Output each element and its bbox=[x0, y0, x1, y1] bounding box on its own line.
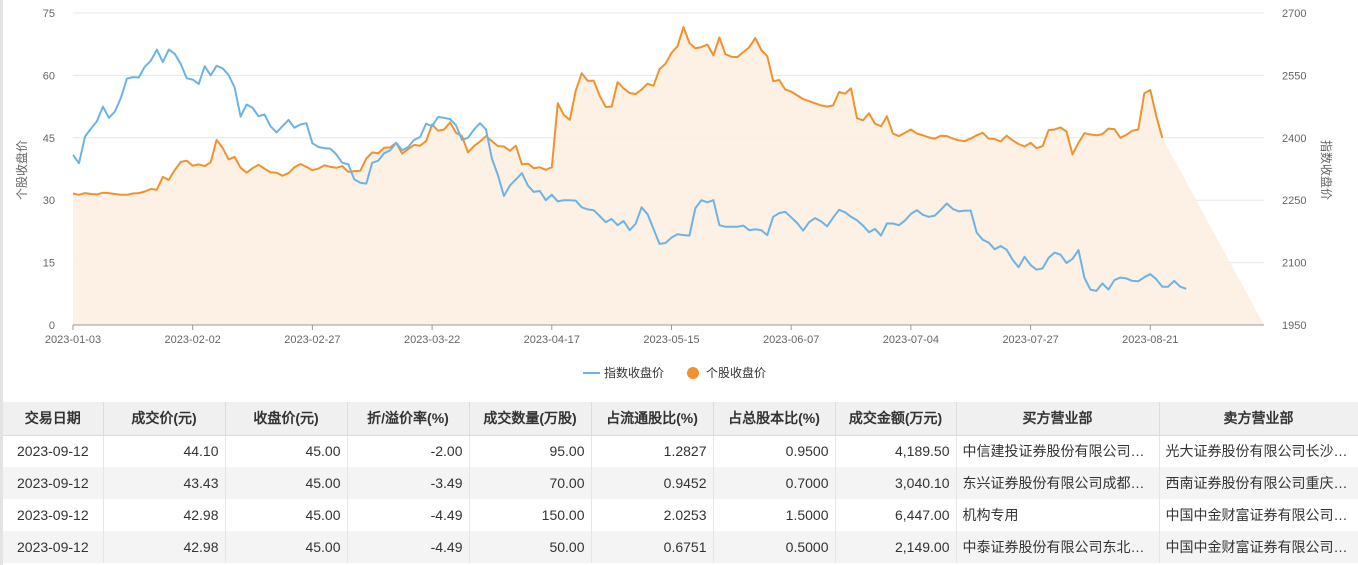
cell-seller[interactable]: 中国中金财富证券有限公司… bbox=[1159, 531, 1358, 563]
header-trade-date[interactable]: 交易日期 bbox=[3, 402, 104, 436]
cell-close-price: 45.00 bbox=[225, 435, 348, 467]
right-tick-label: 2700 bbox=[1282, 8, 1306, 20]
cell-trade-price: 42.98 bbox=[103, 531, 226, 563]
cell-volume: 70.00 bbox=[469, 467, 592, 499]
x-tick-label: 2023-04-17 bbox=[524, 334, 580, 346]
right-tick-label: 2400 bbox=[1282, 133, 1306, 145]
right-tick-label: 2550 bbox=[1282, 70, 1306, 82]
cell-trade-date: 2023-09-12 bbox=[3, 531, 104, 563]
cell-float-ratio: 0.9452 bbox=[591, 467, 714, 499]
stock-close-line bbox=[72, 26, 1164, 196]
left-axis-label: 个股收盘价 bbox=[14, 140, 29, 200]
cell-trade-price: 44.10 bbox=[103, 435, 226, 467]
right-axis-label: 指数收盘价 bbox=[1319, 140, 1334, 200]
header-seller[interactable]: 卖方营业部 bbox=[1159, 402, 1358, 436]
header-trade-price[interactable]: 成交价(元) bbox=[103, 402, 226, 436]
left-tick-label: 60 bbox=[43, 70, 55, 82]
cell-total-ratio: 0.9500 bbox=[713, 435, 836, 467]
cell-total-ratio: 0.7000 bbox=[713, 467, 836, 499]
x-tick-label: 2023-01-03 bbox=[45, 334, 101, 346]
cell-seller[interactable]: 光大证券股份有限公司长沙… bbox=[1159, 435, 1358, 467]
cell-premium-rate: -2.00 bbox=[347, 435, 470, 467]
x-tick-label: 2023-03-22 bbox=[404, 334, 460, 346]
table-row: 2023-09-12 42.98 45.00 -4.49 50.00 0.675… bbox=[3, 531, 1358, 563]
x-tick-label: 2023-02-02 bbox=[165, 334, 221, 346]
x-tick-label: 2023-08-21 bbox=[1122, 334, 1178, 346]
cell-volume: 50.00 bbox=[469, 531, 592, 563]
cell-trade-price: 43.43 bbox=[103, 467, 226, 499]
cell-amount: 3,040.10 bbox=[835, 467, 957, 499]
header-close-price[interactable]: 收盘价(元) bbox=[225, 402, 348, 436]
x-tick-label: 2023-02-27 bbox=[284, 334, 340, 346]
cell-premium-rate: -4.49 bbox=[347, 531, 470, 563]
cell-buyer[interactable]: 中信建投证券股份有限公司… bbox=[956, 435, 1160, 467]
cell-trade-price: 42.98 bbox=[103, 499, 226, 531]
left-tick-label: 15 bbox=[43, 258, 55, 270]
cell-volume: 95.00 bbox=[469, 435, 592, 467]
cell-trade-date: 2023-09-12 bbox=[3, 499, 104, 531]
price-chart: 0 15 30 45 60 75 1950 2100 2250 2400 2550 2700 2023-… bbox=[14, 8, 1334, 380]
cell-amount: 2,149.00 bbox=[835, 531, 957, 563]
left-border bbox=[0, 0, 3, 565]
legend-item-stock[interactable]: 个股收盘价 bbox=[687, 365, 766, 380]
x-tick-label: 2023-07-27 bbox=[1002, 334, 1058, 346]
legend[interactable]: 指数收盘价 个股收盘价 bbox=[583, 365, 766, 380]
left-tick-label: 75 bbox=[43, 8, 55, 20]
header-amount[interactable]: 成交金额(万元) bbox=[835, 402, 957, 436]
legend-stock-label: 个股收盘价 bbox=[706, 365, 766, 380]
cell-float-ratio: 2.0253 bbox=[591, 499, 714, 531]
left-tick-label: 0 bbox=[49, 320, 55, 332]
stock-area-fill bbox=[73, 27, 1264, 325]
index-close-line bbox=[72, 48, 1187, 292]
stock-area bbox=[73, 27, 1264, 325]
series-lines bbox=[72, 26, 1187, 292]
header-float-ratio[interactable]: 占流通股比(%) bbox=[591, 402, 714, 436]
cell-buyer[interactable]: 东兴证券股份有限公司成都… bbox=[956, 467, 1160, 499]
block-trade-table-wrap: 交易日期 成交价(元) 收盘价(元) 折/溢价率(%) 成交数量(万股) 占流通… bbox=[3, 402, 1358, 565]
block-trade-table: 交易日期 成交价(元) 收盘价(元) 折/溢价率(%) 成交数量(万股) 占流通… bbox=[3, 402, 1358, 563]
cell-buyer[interactable]: 中泰证券股份有限公司东北… bbox=[956, 531, 1160, 563]
left-tick-label: 45 bbox=[43, 133, 55, 145]
table-header-row: 交易日期 成交价(元) 收盘价(元) 折/溢价率(%) 成交数量(万股) 占流通… bbox=[3, 402, 1358, 436]
right-tick-label: 1950 bbox=[1282, 320, 1306, 332]
legend-index-label: 指数收盘价 bbox=[604, 365, 664, 380]
header-buyer[interactable]: 买方营业部 bbox=[956, 402, 1160, 436]
cell-total-ratio: 0.5000 bbox=[713, 531, 836, 563]
cell-buyer[interactable]: 机构专用 bbox=[956, 499, 1160, 531]
right-tick-label: 2250 bbox=[1282, 195, 1306, 207]
cell-float-ratio: 1.2827 bbox=[591, 435, 714, 467]
cell-premium-rate: -4.49 bbox=[347, 499, 470, 531]
cell-volume: 150.00 bbox=[469, 499, 592, 531]
header-total-ratio[interactable]: 占总股本比(%) bbox=[713, 402, 836, 436]
cell-trade-date: 2023-09-12 bbox=[3, 467, 104, 499]
cell-seller[interactable]: 西南证券股份有限公司重庆… bbox=[1159, 467, 1358, 499]
cell-close-price: 45.00 bbox=[225, 531, 348, 563]
right-tick-label: 2100 bbox=[1282, 258, 1306, 270]
cell-premium-rate: -3.49 bbox=[347, 467, 470, 499]
table-row: 2023-09-12 44.10 45.00 -2.00 95.00 1.282… bbox=[3, 435, 1358, 467]
cell-total-ratio: 1.5000 bbox=[713, 499, 836, 531]
cell-amount: 6,447.00 bbox=[835, 499, 957, 531]
x-tick-label: 2023-06-07 bbox=[763, 334, 819, 346]
left-tick-label: 30 bbox=[43, 195, 55, 207]
x-tick-label: 2023-05-15 bbox=[643, 334, 699, 346]
cell-float-ratio: 0.6751 bbox=[591, 531, 714, 563]
table-row: 2023-09-12 43.43 45.00 -3.49 70.00 0.945… bbox=[3, 467, 1358, 499]
axes: 0 15 30 45 60 75 1950 2100 2250 2400 2550 2700 2023-… bbox=[43, 8, 1307, 346]
x-tick-label: 2023-07-04 bbox=[883, 334, 939, 346]
legend-stock-dot-icon bbox=[687, 367, 699, 379]
cell-close-price: 45.00 bbox=[225, 467, 348, 499]
cell-trade-date: 2023-09-12 bbox=[3, 435, 104, 467]
cell-close-price: 45.00 bbox=[225, 499, 348, 531]
cell-amount: 4,189.50 bbox=[835, 435, 957, 467]
header-volume[interactable]: 成交数量(万股) bbox=[469, 402, 592, 436]
table-row: 2023-09-12 42.98 45.00 -4.49 150.00 2.02… bbox=[3, 499, 1358, 531]
cell-seller[interactable]: 中国中金财富证券有限公司… bbox=[1159, 499, 1358, 531]
header-premium-rate[interactable]: 折/溢价率(%) bbox=[347, 402, 470, 436]
legend-item-index[interactable]: 指数收盘价 bbox=[583, 365, 664, 380]
